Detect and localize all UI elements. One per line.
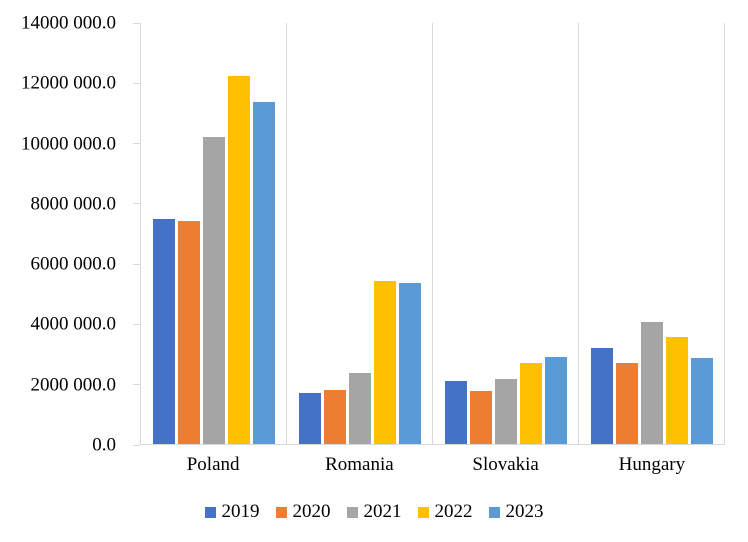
- y-axis-tick-label: 10000 000.0: [21, 133, 116, 155]
- bar-2019-poland: [152, 219, 175, 444]
- bar-2021-slovakia: [494, 379, 517, 444]
- legend-label-2023: 2023: [505, 501, 544, 522]
- legend-item-2022: 2022: [417, 501, 473, 524]
- bar-2023-poland: [252, 101, 275, 444]
- category-group-poland: [141, 23, 287, 444]
- legend-item-2019: 2019: [204, 501, 260, 524]
- x-axis-label-romania: Romania: [325, 454, 394, 475]
- legend-swatch-2022: [417, 506, 429, 518]
- x-axis-label-hungary: Hungary: [618, 454, 686, 475]
- y-axis-tick-label: 14000 000.0: [21, 12, 116, 34]
- bar-2019-hungary: [590, 347, 613, 444]
- y-axis-tick-label: 2000 000.0: [30, 374, 117, 396]
- bar-2022-slovakia: [519, 362, 542, 444]
- bar-2023-hungary: [690, 358, 713, 444]
- bar-2022-poland: [227, 76, 250, 444]
- category-group-slovakia: [433, 23, 579, 444]
- legend-swatch-2019: [204, 506, 216, 518]
- legend-item-2020: 2020: [275, 501, 331, 524]
- legend-label-2022: 2022: [434, 501, 473, 522]
- bar-2021-romania: [348, 373, 371, 444]
- bar-2020-hungary: [615, 362, 638, 444]
- legend-item-2023: 2023: [488, 501, 544, 524]
- y-axis-tick-label: 0.0: [92, 434, 116, 456]
- bar-2022-romania: [373, 281, 396, 444]
- y-axis-tick-label: 4000 000.0: [30, 313, 117, 335]
- y-axis-tick: [133, 143, 140, 145]
- bar-2021-poland: [202, 136, 225, 444]
- bar-2019-romania: [298, 392, 321, 444]
- category-group-hungary: [579, 23, 725, 444]
- y-axis-tick: [133, 444, 140, 446]
- bar-2021-hungary: [640, 321, 663, 444]
- category-group-romania: [287, 23, 433, 444]
- y-axis-tick: [133, 384, 140, 386]
- y-axis-tick: [133, 22, 140, 24]
- legend-label-2019: 2019: [221, 501, 260, 522]
- bar-2020-slovakia: [469, 391, 492, 444]
- plot-area: [140, 23, 725, 445]
- y-axis-tick: [133, 203, 140, 205]
- legend-label-2020: 2020: [292, 501, 331, 522]
- bar-2020-romania: [323, 389, 346, 444]
- bar-2020-poland: [177, 220, 200, 444]
- bar-2019-slovakia: [444, 380, 467, 444]
- y-axis-tick: [133, 263, 140, 265]
- y-axis-tick: [133, 82, 140, 84]
- bar-2023-romania: [398, 282, 421, 444]
- bar-2023-slovakia: [544, 356, 567, 444]
- x-axis-label-poland: Poland: [186, 454, 240, 475]
- legend: 2019 2020 2021 2022 2023: [0, 501, 748, 524]
- legend-swatch-2023: [488, 506, 500, 518]
- y-axis-tick-label: 8000 000.0: [30, 193, 117, 215]
- legend-swatch-2020: [275, 506, 287, 518]
- y-axis-tick-label: 12000 000.0: [21, 72, 116, 94]
- legend-swatch-2021: [346, 506, 358, 518]
- x-axis-label-slovakia: Slovakia: [472, 454, 539, 475]
- bar-2022-hungary: [665, 337, 688, 444]
- y-axis-tick: [133, 323, 140, 325]
- legend-label-2021: 2021: [363, 501, 402, 522]
- legend-item-2021: 2021: [346, 501, 402, 524]
- y-axis-tick-label: 6000 000.0: [30, 253, 117, 275]
